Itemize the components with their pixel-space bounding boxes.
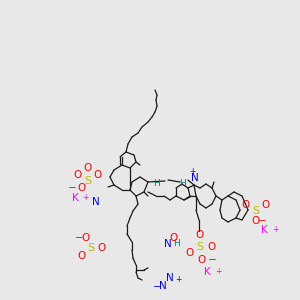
- Text: O: O: [242, 200, 250, 210]
- Text: O: O: [196, 230, 204, 240]
- Text: O: O: [84, 163, 92, 173]
- Text: O: O: [186, 248, 194, 258]
- Text: −: −: [153, 282, 161, 292]
- Text: O: O: [252, 216, 260, 226]
- Text: K: K: [72, 193, 78, 203]
- Text: O: O: [198, 255, 206, 265]
- Text: O: O: [207, 242, 215, 252]
- Text: −: −: [208, 255, 216, 265]
- Text: H: H: [174, 239, 180, 248]
- Text: O: O: [262, 200, 270, 210]
- Text: K: K: [204, 267, 210, 277]
- Text: O: O: [97, 243, 105, 253]
- Text: N: N: [191, 173, 199, 183]
- Text: N: N: [164, 239, 172, 249]
- Text: +: +: [215, 268, 221, 277]
- Text: O: O: [74, 170, 82, 180]
- Text: +: +: [189, 167, 195, 176]
- Text: O: O: [170, 233, 178, 243]
- Text: H: H: [154, 178, 160, 188]
- Text: O: O: [81, 233, 89, 243]
- Text: S: S: [196, 242, 204, 252]
- Text: −: −: [75, 233, 83, 243]
- Text: O: O: [78, 183, 86, 193]
- Text: H: H: [180, 178, 186, 188]
- Text: S: S: [252, 206, 260, 216]
- Text: +: +: [82, 194, 88, 202]
- Text: N: N: [159, 281, 167, 291]
- Text: N: N: [92, 197, 100, 207]
- Text: K: K: [261, 225, 267, 235]
- Text: +: +: [272, 226, 278, 235]
- Text: N: N: [166, 273, 174, 283]
- Text: S: S: [87, 243, 94, 253]
- Text: +: +: [175, 275, 181, 284]
- Text: O: O: [78, 251, 86, 261]
- Text: S: S: [84, 176, 92, 186]
- Text: O: O: [94, 170, 102, 180]
- Text: −: −: [258, 216, 266, 226]
- Text: −: −: [68, 183, 76, 193]
